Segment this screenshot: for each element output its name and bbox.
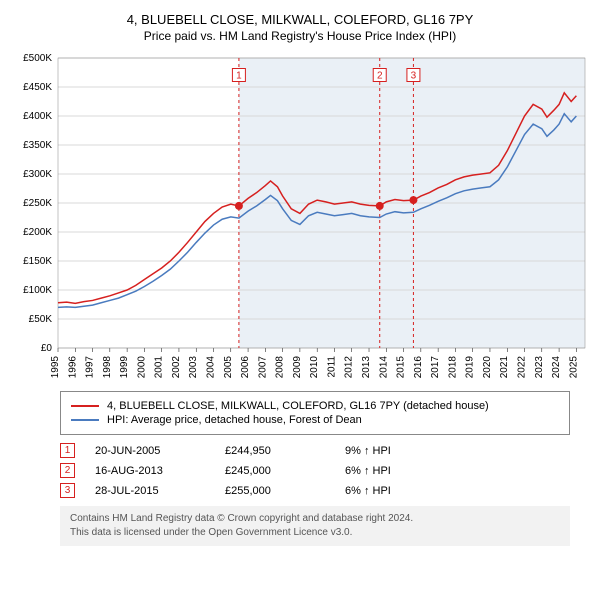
price-chart: £0 £50K £100K £150K £200K £250K £300K £350K £400… (10, 53, 590, 383)
svg-text:2002: 2002 (171, 356, 182, 379)
transaction-marker-1: 1 (60, 443, 75, 458)
legend-row-series1: 4, BLUEBELL CLOSE, MILKWALL, COLEFORD, G… (71, 400, 559, 412)
svg-text:£150K: £150K (23, 256, 52, 267)
page-title: 4, BLUEBELL CLOSE, MILKWALL, COLEFORD, G… (10, 12, 590, 27)
legend-swatch-2 (71, 419, 99, 421)
svg-text:£300K: £300K (23, 169, 52, 180)
legend-label-1: 4, BLUEBELL CLOSE, MILKWALL, COLEFORD, G… (107, 400, 489, 412)
transaction-hpi: 6% ↑ HPI (345, 465, 465, 477)
legend: 4, BLUEBELL CLOSE, MILKWALL, COLEFORD, G… (60, 391, 570, 435)
transaction-row: 3 28-JUL-2015£255,0006% ↑ HPI (60, 483, 570, 498)
svg-text:£0: £0 (41, 343, 53, 354)
svg-text:2011: 2011 (326, 356, 337, 378)
svg-text:£100K: £100K (23, 285, 52, 296)
transaction-hpi: 9% ↑ HPI (345, 445, 465, 457)
svg-text:2004: 2004 (206, 356, 217, 379)
svg-text:2000: 2000 (136, 356, 147, 379)
svg-text:2: 2 (377, 71, 383, 82)
svg-text:£250K: £250K (23, 198, 52, 209)
page-subtitle: Price paid vs. HM Land Registry's House … (10, 29, 590, 43)
footer-line-2: This data is licensed under the Open Gov… (70, 526, 560, 540)
svg-text:2012: 2012 (344, 356, 355, 379)
svg-text:2005: 2005 (223, 356, 234, 379)
svg-text:2018: 2018 (447, 356, 458, 379)
svg-text:£200K: £200K (23, 227, 52, 238)
transaction-price: £245,000 (225, 465, 345, 477)
svg-text:2016: 2016 (413, 356, 424, 379)
svg-text:2015: 2015 (396, 356, 407, 379)
transaction-row: 2 16-AUG-2013£245,0006% ↑ HPI (60, 463, 570, 478)
svg-text:1995: 1995 (50, 356, 61, 379)
svg-text:2017: 2017 (430, 356, 441, 379)
svg-text:2023: 2023 (534, 356, 545, 379)
transaction-price: £255,000 (225, 485, 345, 497)
attribution-footer: Contains HM Land Registry data © Crown c… (60, 506, 570, 546)
transaction-row: 1 20-JUN-2005£244,9509% ↑ HPI (60, 443, 570, 458)
transaction-marker-2: 2 (60, 463, 75, 478)
transactions-table: 1 20-JUN-2005£244,9509% ↑ HPI 2 16-AUG-2013… (60, 443, 570, 498)
transaction-marker-3: 3 (60, 483, 75, 498)
svg-text:2003: 2003 (188, 356, 199, 379)
svg-text:2024: 2024 (551, 356, 562, 379)
svg-text:£400K: £400K (23, 111, 52, 122)
svg-text:2019: 2019 (465, 356, 476, 379)
transaction-price: £244,950 (225, 445, 345, 457)
svg-text:1997: 1997 (85, 356, 96, 379)
transaction-hpi: 6% ↑ HPI (345, 485, 465, 497)
svg-text:£50K: £50K (29, 314, 53, 325)
svg-text:2020: 2020 (482, 356, 493, 379)
svg-text:2009: 2009 (292, 356, 303, 379)
svg-text:2025: 2025 (568, 356, 579, 379)
transaction-date: 16-AUG-2013 (95, 465, 225, 477)
svg-text:£450K: £450K (23, 82, 52, 93)
svg-text:£350K: £350K (23, 140, 52, 151)
svg-text:2008: 2008 (275, 356, 286, 379)
svg-text:2022: 2022 (517, 356, 528, 379)
svg-text:2013: 2013 (361, 356, 372, 379)
svg-text:1996: 1996 (67, 356, 78, 379)
svg-text:£500K: £500K (23, 53, 52, 64)
legend-row-series2: HPI: Average price, detached house, Fore… (71, 414, 559, 426)
footer-line-1: Contains HM Land Registry data © Crown c… (70, 512, 560, 526)
svg-text:2007: 2007 (257, 356, 268, 379)
transaction-date: 28-JUL-2015 (95, 485, 225, 497)
svg-text:2021: 2021 (499, 356, 510, 379)
svg-text:1999: 1999 (119, 356, 130, 379)
legend-swatch-1 (71, 405, 99, 407)
svg-text:2014: 2014 (378, 356, 389, 379)
svg-text:1: 1 (236, 71, 242, 82)
svg-text:2006: 2006 (240, 356, 251, 379)
svg-text:3: 3 (411, 71, 417, 82)
svg-text:1998: 1998 (102, 356, 113, 379)
legend-label-2: HPI: Average price, detached house, Fore… (107, 414, 362, 426)
svg-text:2001: 2001 (154, 356, 165, 379)
transaction-date: 20-JUN-2005 (95, 445, 225, 457)
svg-text:2010: 2010 (309, 356, 320, 379)
